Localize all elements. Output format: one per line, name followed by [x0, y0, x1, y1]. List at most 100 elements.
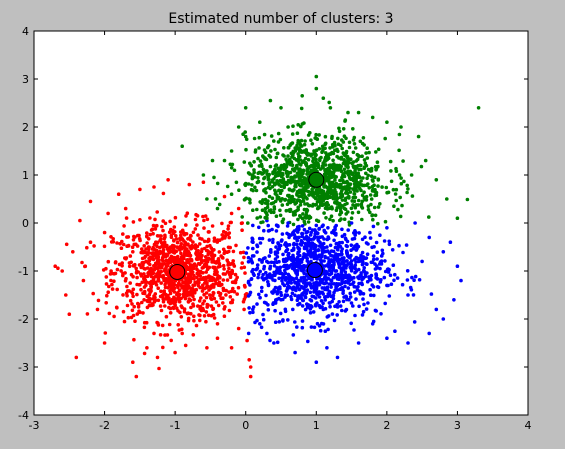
scatter-point	[357, 281, 361, 286]
scatter-point	[337, 300, 341, 304]
scatter-point	[104, 282, 109, 286]
scatter-point	[271, 240, 275, 245]
scatter-point	[166, 261, 171, 265]
scatter-point	[328, 195, 333, 199]
scatter-point	[323, 298, 328, 302]
scatter-point	[350, 237, 355, 241]
scatter-point	[109, 278, 113, 283]
scatter-point	[319, 299, 324, 303]
scatter-point	[113, 260, 118, 264]
scatter-point	[375, 257, 379, 261]
scatter-point	[205, 346, 209, 350]
scatter-point	[212, 283, 216, 288]
scatter-point	[326, 256, 330, 260]
scatter-point	[159, 308, 164, 313]
scatter-point	[128, 298, 133, 303]
scatter-point	[335, 184, 340, 189]
scatter-point	[336, 136, 340, 141]
scatter-point	[226, 260, 230, 265]
scatter-point	[203, 214, 208, 218]
scatter-point	[278, 198, 283, 202]
scatter-point	[85, 245, 89, 250]
scatter-point	[381, 251, 385, 256]
scatter-point	[328, 304, 332, 309]
scatter-point	[293, 183, 298, 187]
scatter-point	[285, 160, 289, 164]
scatter-point	[247, 358, 251, 362]
scatter-point	[216, 258, 221, 263]
scatter-point	[196, 233, 200, 237]
scatter-point	[398, 195, 403, 200]
scatter-point	[304, 186, 308, 191]
scatter-point	[196, 261, 201, 266]
scatter-point	[338, 212, 342, 217]
scatter-point	[316, 248, 321, 252]
scatter-point	[316, 163, 321, 167]
scatter-point	[130, 308, 135, 313]
scatter-point	[274, 251, 278, 255]
scatter-point	[366, 173, 371, 178]
scatter-point	[190, 276, 194, 281]
scatter-point	[173, 350, 177, 355]
scatter-point	[345, 244, 350, 249]
scatter-point	[252, 160, 256, 164]
scatter-point	[201, 283, 205, 288]
scatter-point	[397, 148, 401, 153]
scatter-point	[323, 146, 327, 150]
scatter-point	[221, 263, 226, 268]
scatter-point	[158, 266, 163, 270]
scatter-point	[229, 192, 234, 196]
scatter-point	[256, 156, 260, 161]
scatter-point	[302, 252, 307, 257]
scatter-point	[322, 229, 327, 234]
scatter-point	[144, 247, 148, 251]
scatter-point	[281, 297, 285, 302]
scatter-point	[174, 234, 178, 238]
scatter-point	[83, 264, 87, 269]
scatter-point	[298, 172, 302, 176]
scatter-point	[265, 216, 269, 220]
scatter-point	[107, 311, 112, 316]
scatter-point	[249, 277, 254, 282]
scatter-point	[349, 276, 354, 281]
scatter-point	[265, 331, 269, 336]
scatter-point	[376, 184, 380, 188]
scatter-point	[222, 194, 227, 199]
scatter-point	[455, 216, 460, 220]
scatter-point	[244, 147, 248, 152]
scatter-point	[330, 134, 334, 139]
scatter-point	[234, 278, 238, 282]
scatter-point	[383, 259, 387, 263]
scatter-point	[236, 206, 241, 211]
scatter-point	[183, 276, 187, 280]
scatter-point	[376, 277, 380, 281]
scatter-point	[465, 197, 470, 202]
scatter-point	[227, 272, 232, 277]
scatter-point	[228, 275, 233, 280]
scatter-point	[102, 244, 107, 249]
scatter-point	[324, 167, 329, 172]
scatter-point	[266, 185, 271, 190]
scatter-point	[300, 122, 305, 126]
scatter-point	[306, 166, 311, 170]
scatter-point	[354, 297, 358, 301]
scatter-point	[243, 134, 248, 139]
scatter-point	[276, 224, 280, 229]
scatter-point	[386, 267, 390, 271]
scatter-point	[370, 213, 374, 218]
scatter-point	[212, 236, 217, 240]
scatter-point	[299, 163, 303, 167]
scatter-point	[204, 310, 209, 314]
scatter-point	[228, 162, 233, 167]
scatter-point	[318, 278, 323, 282]
scatter-point	[163, 304, 167, 308]
scatter-point	[106, 211, 110, 216]
scatter-point	[155, 244, 159, 249]
scatter-point	[293, 174, 297, 178]
scatter-point	[182, 309, 187, 314]
scatter-point	[230, 271, 234, 276]
scatter-point	[397, 243, 401, 248]
scatter-point	[349, 216, 354, 220]
scatter-point	[307, 203, 311, 208]
scatter-point	[284, 171, 289, 175]
